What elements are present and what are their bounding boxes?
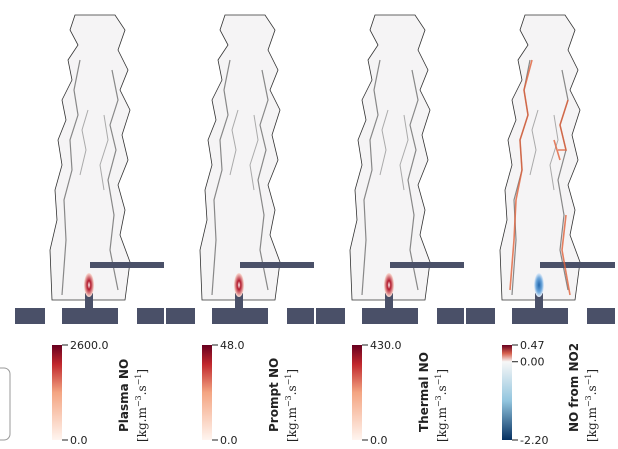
unit-part: ] xyxy=(285,369,299,374)
hot-spot xyxy=(534,273,544,297)
colorbar xyxy=(352,345,362,440)
unit-part: ] xyxy=(585,369,599,374)
colorbar-label: -2.20 xyxy=(520,434,548,447)
colorbar-title: Plasma NO xyxy=(117,359,131,432)
colorbar-label: 0.00 xyxy=(520,356,545,369)
colorbar-title: Prompt NO xyxy=(267,358,281,432)
colorbar-label: 48.0 xyxy=(220,339,245,352)
unit-part: −1 xyxy=(584,374,593,386)
unit-part: .s xyxy=(585,385,599,395)
unit-part: [kg.m xyxy=(285,407,299,442)
unit-part: .s xyxy=(435,385,449,395)
unit-part: [kg.m xyxy=(585,407,599,442)
colorbar-label: 0.0 xyxy=(70,434,88,447)
unit-part: .s xyxy=(135,385,149,395)
unit-part: −1 xyxy=(284,374,293,386)
colorbar-unit: [kg.m−3.s−1] xyxy=(434,369,449,442)
colorbar-label: 0.0 xyxy=(370,434,388,447)
unit-part: −1 xyxy=(434,374,443,386)
colorbar xyxy=(502,345,512,440)
colorbar xyxy=(202,345,212,440)
colorbar-unit: [kg.m−3.s−1] xyxy=(584,369,599,442)
unit-part: [kg.m xyxy=(135,407,149,442)
unit-part: ] xyxy=(435,369,449,374)
reaction-front xyxy=(509,59,571,296)
colorbar-label: 2600.0 xyxy=(70,339,109,352)
hot-spot xyxy=(84,273,94,297)
unit-part: ] xyxy=(135,369,149,374)
colorbar-unit: [kg.m−3.s−1] xyxy=(134,369,149,442)
colorbar-label: 430.0 xyxy=(370,339,402,352)
hot-spot xyxy=(234,273,244,297)
unit-part: −3 xyxy=(284,395,293,407)
unit-part: −3 xyxy=(434,395,443,407)
unit-part: .s xyxy=(285,385,299,395)
unit-part: [kg.m xyxy=(435,407,449,442)
colorbar-label: 0.47 xyxy=(520,339,545,352)
colorbar-title: Thermal NO xyxy=(417,352,431,432)
unit-part: −3 xyxy=(584,395,593,407)
hot-spot xyxy=(384,273,394,297)
colorbar xyxy=(52,345,62,440)
colorbar-unit: [kg.m−3.s−1] xyxy=(284,369,299,442)
unit-part: −1 xyxy=(134,374,143,386)
colorbar-title: NO from NO2 xyxy=(567,343,581,432)
unit-part: −3 xyxy=(134,395,143,407)
frame-edge xyxy=(0,367,11,441)
colorbar-label: 0.0 xyxy=(220,434,238,447)
